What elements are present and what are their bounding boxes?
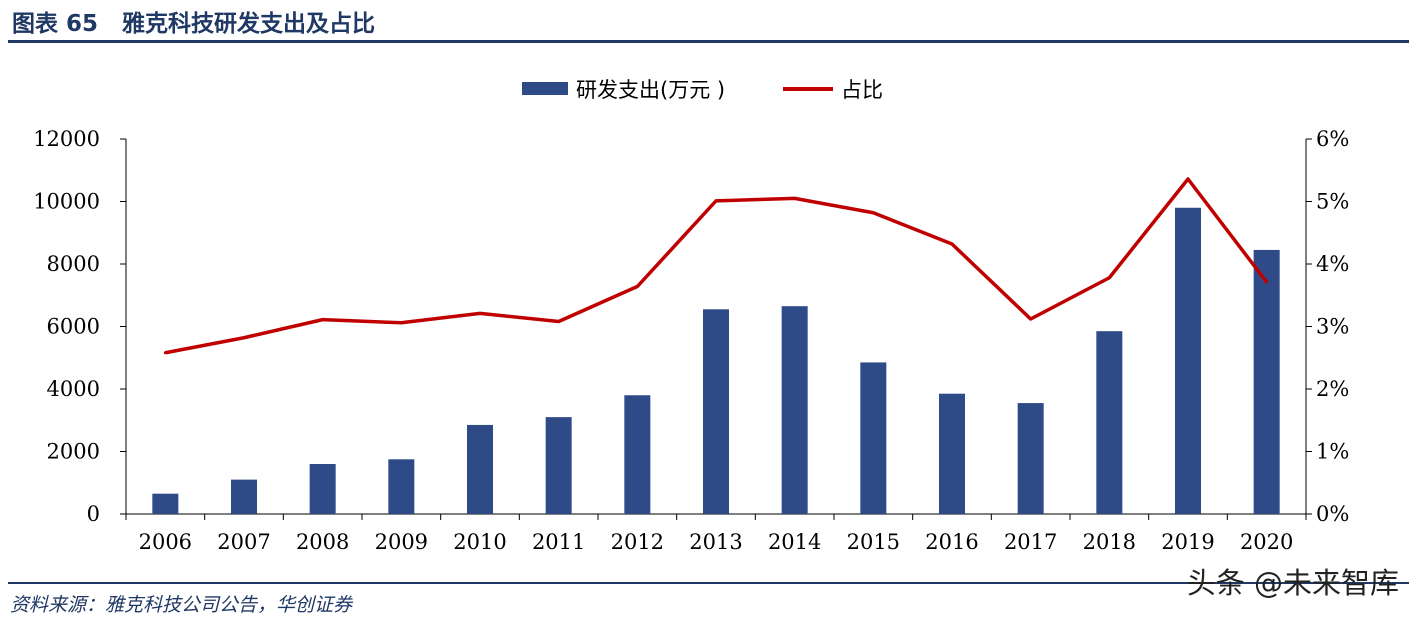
y-left-tick-label: 0 <box>87 502 100 526</box>
bar <box>1017 403 1044 514</box>
x-tick-label: 2010 <box>453 530 506 554</box>
line-point <box>399 321 403 325</box>
x-tick-label: 2008 <box>296 530 349 554</box>
line-point <box>478 311 482 315</box>
bar <box>781 306 808 514</box>
bar <box>231 479 257 514</box>
x-tick-label: 2015 <box>847 530 900 554</box>
y-right-tick-label: 6% <box>1316 127 1349 151</box>
x-tick-label: 2018 <box>1083 530 1136 554</box>
y-right-tick-label: 2% <box>1316 377 1349 401</box>
line-point <box>163 351 167 355</box>
bar <box>545 417 572 514</box>
y-right-tick-label: 1% <box>1316 440 1349 464</box>
bar <box>1096 331 1123 514</box>
line-point <box>635 285 639 288</box>
chart: 研发支出(万元 ) 占比 0 2000 4000 6000 8000 10000 12000… <box>33 78 1349 554</box>
y-left-tick-label: 6000 <box>47 315 100 339</box>
y-left-tick-label: 10000 <box>33 190 100 214</box>
bar <box>624 395 651 514</box>
y-left-tick-label: 12000 <box>33 127 100 151</box>
axes: 0 2000 4000 6000 8000 10000 12000 0% 1% 2% 3% 4% 5% 6… <box>33 127 1349 554</box>
legend-swatch-bar <box>522 82 568 95</box>
line-point <box>714 199 718 203</box>
line-point <box>1186 177 1190 181</box>
x-tick-label: 2011 <box>532 530 585 554</box>
x-tick-label: 2020 <box>1240 530 1293 554</box>
x-tick-label: 2017 <box>1004 530 1057 554</box>
y-left-tick-label: 4000 <box>47 377 100 401</box>
bar <box>1253 249 1280 514</box>
y-right-tick-label: 5% <box>1316 190 1349 214</box>
line-point <box>1265 280 1269 284</box>
line-point <box>950 242 954 246</box>
line-point <box>242 336 246 340</box>
x-tick-label: 2009 <box>375 530 428 554</box>
x-tick-label: 2013 <box>689 530 742 554</box>
watermark: 头条 @未来智库 <box>1186 566 1399 600</box>
y-right-tick-label: 4% <box>1316 252 1349 276</box>
line-point <box>321 318 325 322</box>
line-series <box>163 177 1269 355</box>
line-point <box>557 320 561 323</box>
bar <box>939 393 965 514</box>
chart-title: 图表 65 雅克科技研发支出及占比 <box>12 11 376 37</box>
x-tick-label: 2007 <box>217 530 270 554</box>
line-point <box>871 211 875 215</box>
bar <box>388 459 415 514</box>
y-left-tick-label: 2000 <box>47 440 100 464</box>
bar <box>309 464 336 514</box>
legend: 研发支出(万元 ) 占比 <box>522 78 883 102</box>
footer-divider <box>8 582 1409 584</box>
x-tick-label: 2019 <box>1161 530 1214 554</box>
line-point <box>1029 317 1033 321</box>
y-right-tick-label: 0% <box>1316 502 1349 526</box>
x-tick-label: 2006 <box>139 530 192 554</box>
y-left-tick-label: 8000 <box>47 252 100 276</box>
bar <box>467 424 493 514</box>
line-point <box>1107 276 1111 280</box>
y-right-tick-label: 3% <box>1316 315 1349 339</box>
x-tick-label: 2014 <box>768 530 821 554</box>
bar <box>1175 207 1201 514</box>
x-tick-label: 2012 <box>611 530 664 554</box>
legend-label-bar: 研发支出(万元 ) <box>576 78 725 102</box>
bar <box>152 493 179 514</box>
bar <box>703 309 729 514</box>
x-tick-label: 2016 <box>925 530 978 554</box>
legend-label-line: 占比 <box>841 78 883 102</box>
bar <box>860 362 887 514</box>
line-point <box>793 196 797 200</box>
header: 图表 65 雅克科技研发支出及占比 <box>8 0 1409 43</box>
bar-series <box>152 207 1280 514</box>
source-note: 资料来源：雅克科技公司公告，华创证券 <box>10 594 353 616</box>
